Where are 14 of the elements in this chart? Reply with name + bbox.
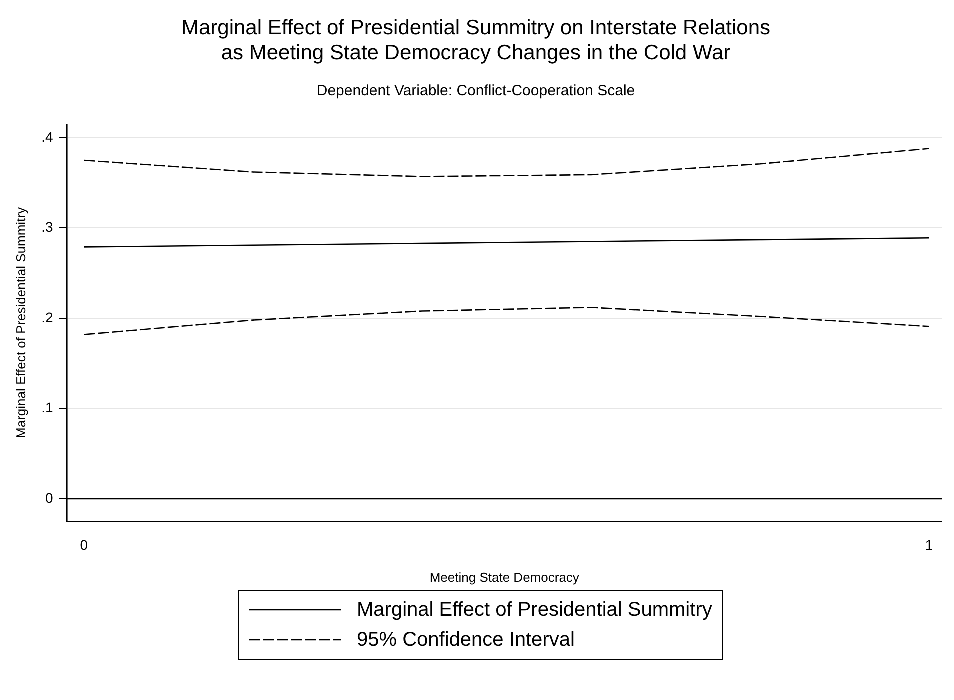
- y-tick-label: .4: [42, 128, 54, 145]
- y-tick-label: 0: [45, 490, 54, 506]
- x-axis-title: Meeting State Democracy: [430, 570, 580, 585]
- y-tick-label: .1: [42, 400, 54, 416]
- line-series: [84, 148, 930, 178]
- y-tick-label: .3: [42, 219, 54, 236]
- legend-label: 95% Confidence Interval: [357, 628, 575, 652]
- y-tick-label: .2: [42, 309, 54, 326]
- chart-subtitle: Dependent Variable: Conflict-Cooperation Scale: [316, 82, 636, 100]
- x-tick-label: 1: [925, 536, 934, 553]
- y-axis-title: Marginal Effect of Presidential Summitry: [13, 207, 28, 438]
- chart-title: Marginal Effect of Presidential Summitry on Interstate Relations as Meeting State Democracy Changes in the Cold War: [181, 16, 771, 65]
- legend-label: Marginal Effect of Presidential Summitry: [357, 598, 712, 622]
- line-series: [84, 307, 930, 336]
